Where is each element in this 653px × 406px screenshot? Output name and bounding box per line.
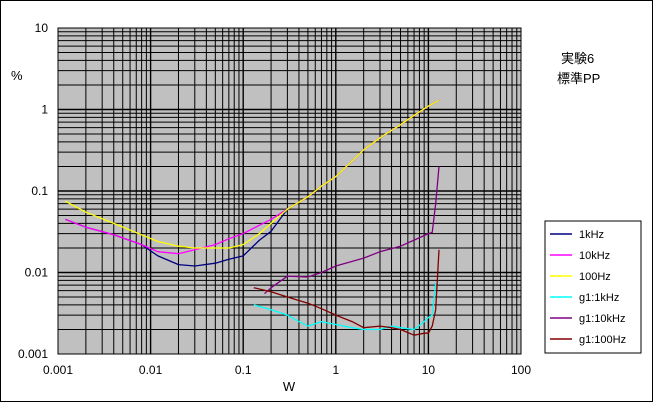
annotation-line-2: 標準PP — [557, 71, 601, 86]
legend-box — [544, 220, 642, 354]
y-tick-label: 1 — [41, 103, 48, 117]
y-tick-label: 0.1 — [31, 184, 48, 198]
x-tick-label: 1 — [332, 363, 339, 377]
y-tick-label: 0.01 — [25, 266, 49, 280]
legend-label: 1kHz — [579, 229, 604, 241]
legend-label: 10kHz — [579, 250, 610, 262]
x-axis-label: W — [283, 379, 296, 394]
legend-label: g1:1kHz — [579, 292, 619, 304]
x-tick-label: 100 — [511, 363, 531, 377]
x-tick-label: 0.01 — [139, 363, 163, 377]
series-line-6 — [253, 249, 440, 336]
x-tick-label: 10 — [422, 363, 436, 377]
series-line-3 — [64, 99, 440, 249]
y-tick-label: 10 — [35, 21, 49, 35]
y-axis-label: % — [11, 68, 23, 83]
annotation-line-1: 実験6 — [561, 51, 595, 66]
legend-label: g1:10kHz — [579, 313, 625, 325]
x-tick-label: 0.001 — [43, 363, 73, 377]
legend-label: 100Hz — [579, 271, 611, 283]
x-tick-label: 0.1 — [235, 363, 252, 377]
series-line-4 — [253, 282, 437, 331]
legend-label: g1:100Hz — [579, 334, 626, 346]
series-line-5 — [264, 166, 440, 295]
y-tick-label: 0.001 — [18, 347, 48, 361]
